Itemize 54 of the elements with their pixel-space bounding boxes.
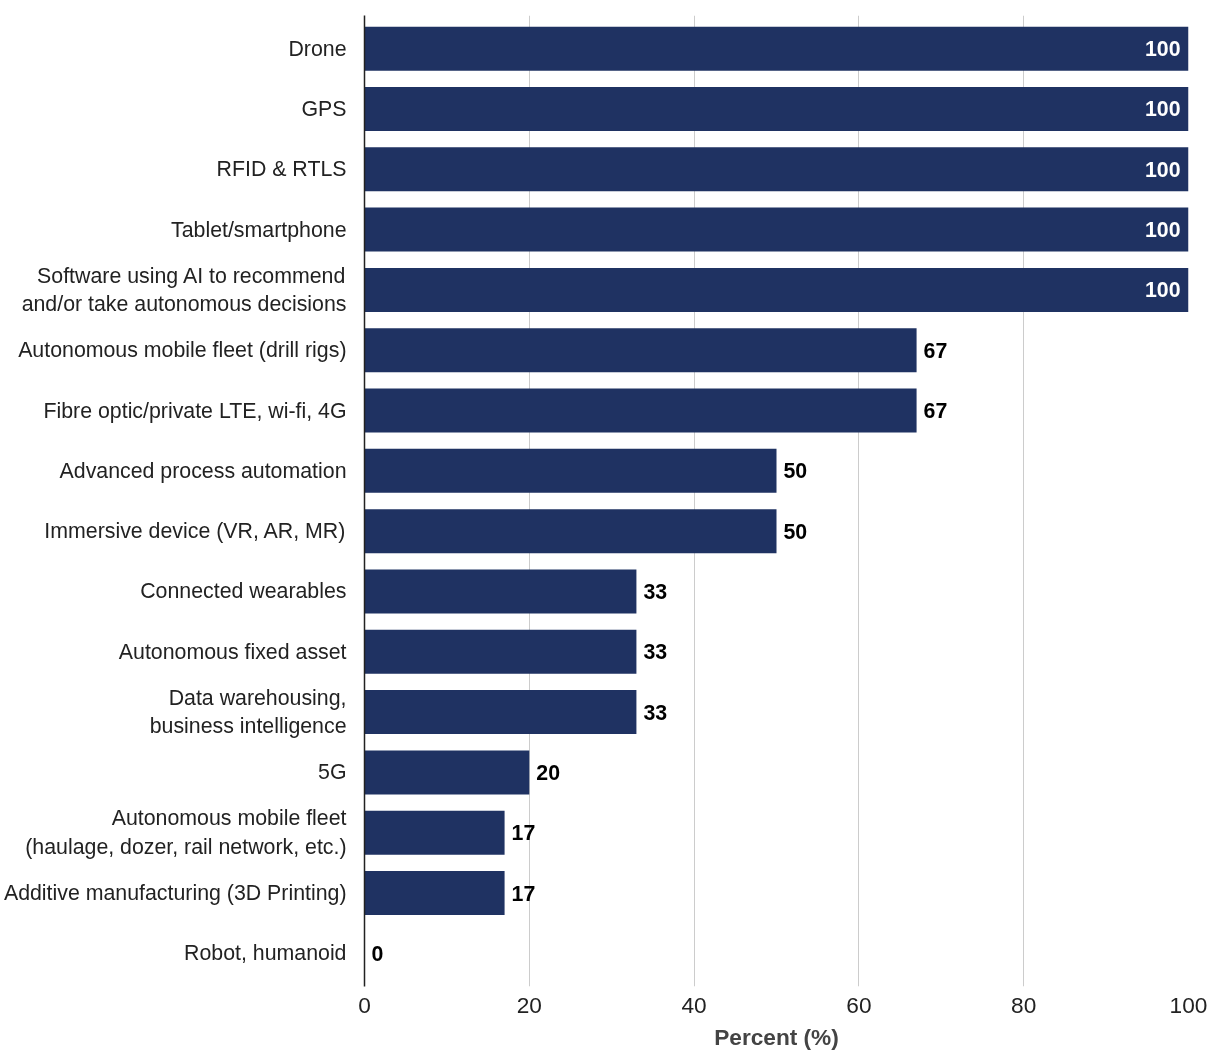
y-tick-label: Fibre optic/private LTE, wi-fi, 4G <box>43 398 347 423</box>
data-label: 0 <box>371 941 384 966</box>
bar <box>364 328 917 373</box>
bar <box>364 86 1189 131</box>
bar <box>364 810 505 855</box>
bar <box>364 388 917 433</box>
bar <box>364 629 637 674</box>
data-label: 17 <box>511 821 536 846</box>
bar <box>364 569 637 614</box>
y-tick-label: 5G <box>318 760 347 785</box>
bar <box>364 147 1189 192</box>
y-tick-label: Immersive device (VR, AR, MR) <box>44 519 346 544</box>
x-tick-label: 0 <box>358 991 371 1018</box>
x-tick-label: 100 <box>1169 991 1208 1018</box>
data-label: 100 <box>1144 218 1181 243</box>
bar <box>364 207 1189 252</box>
data-label: 50 <box>783 459 808 484</box>
data-label: 100 <box>1144 37 1181 62</box>
data-label: 20 <box>536 760 561 785</box>
y-tick-label: Connected wearables <box>140 579 347 604</box>
y-tick-label: Robot, humanoid <box>184 941 347 966</box>
bar <box>364 267 1189 312</box>
bar <box>364 690 637 735</box>
y-tick-label: Drone <box>288 36 347 61</box>
data-label: 33 <box>643 700 668 725</box>
data-label: 50 <box>783 519 808 544</box>
x-tick-label: 40 <box>681 991 707 1018</box>
y-tick-label: Autonomous fixed asset <box>118 639 347 664</box>
y-tick-label: Software using AI to recommend and/or take autonomous decisions <box>21 263 347 317</box>
data-label: 33 <box>643 640 668 665</box>
bar <box>364 871 505 916</box>
data-label: 100 <box>1144 278 1181 303</box>
y-tick-label: Tablet/smartphone <box>171 217 347 242</box>
y-tick-label: RFID & RTLS <box>216 157 347 182</box>
data-label: 100 <box>1144 157 1181 182</box>
bar <box>364 509 777 554</box>
y-tick-label: Autonomous mobile fleet (haulage, dozer, rail network, etc.) <box>25 806 347 860</box>
bar <box>364 750 530 795</box>
data-label: 67 <box>923 399 948 424</box>
x-tick-label: 20 <box>516 991 542 1018</box>
x-tick-label: 60 <box>846 991 872 1018</box>
data-label: 67 <box>923 338 948 363</box>
x-axis-title: Percent (%) <box>714 1023 839 1050</box>
y-tick-label: Additive manufacturing (3D Printing) <box>3 881 347 906</box>
data-label: 17 <box>511 881 536 906</box>
y-tick-label: Autonomous mobile fleet (drill rigs) <box>18 338 347 363</box>
bar <box>364 26 1189 71</box>
y-tick-label: GPS <box>301 96 347 121</box>
y-tick-label: Advanced process automation <box>59 458 347 483</box>
x-tick-label: 80 <box>1011 991 1037 1018</box>
data-label: 100 <box>1144 97 1181 122</box>
data-label: 33 <box>643 579 668 604</box>
bar <box>364 448 777 493</box>
y-tick-label: Data warehousing, business intelligence <box>149 685 347 739</box>
